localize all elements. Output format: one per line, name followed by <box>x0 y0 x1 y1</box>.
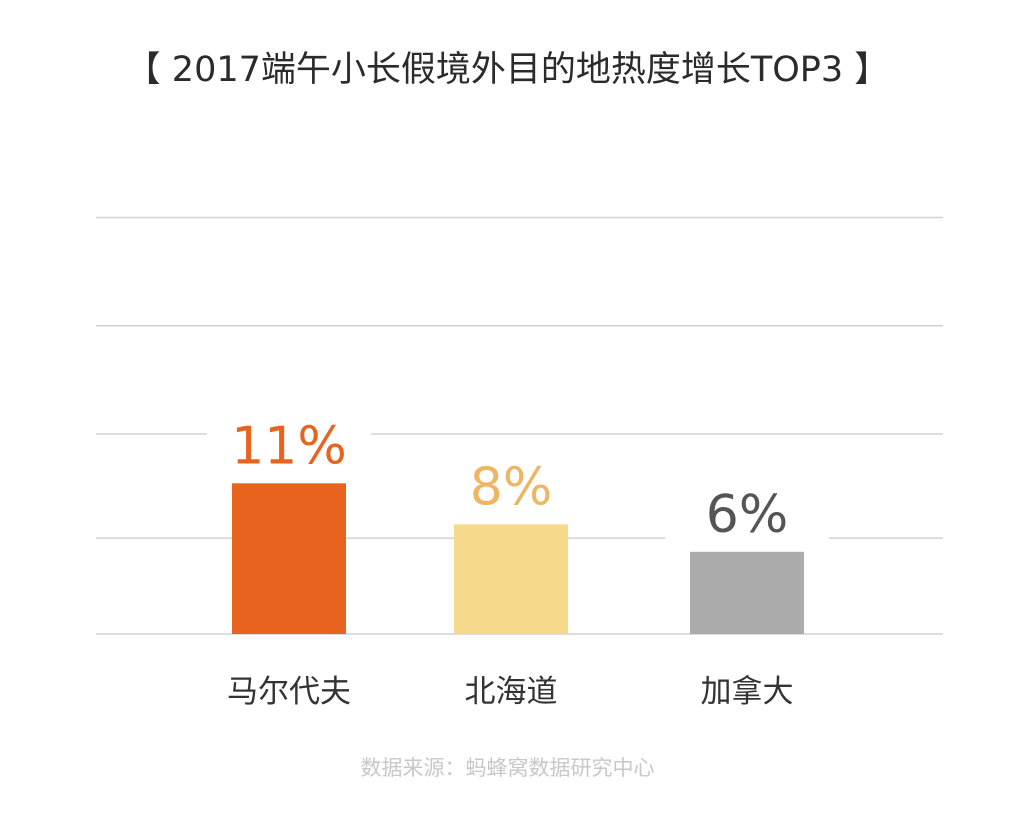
data-label: 8% <box>470 457 553 517</box>
data-label-backing <box>665 487 829 546</box>
x-tick-label: 马尔代夫 <box>227 674 351 710</box>
data-label: 6% <box>706 485 789 545</box>
source-note: 数据来源：蚂蜂窝数据研究中心 <box>360 756 655 780</box>
bar <box>232 483 346 634</box>
data-label: 11% <box>231 416 347 476</box>
bar <box>454 524 568 634</box>
x-tick-label: 北海道 <box>465 674 558 710</box>
data-label-backing <box>429 460 593 519</box>
bar <box>690 551 804 634</box>
x-tick-label: 加拿大 <box>701 674 794 710</box>
data-label-backing <box>207 419 371 478</box>
chart-title: 【 2017端午小长假境外目的地热度增长TOP3 】 <box>125 50 890 90</box>
